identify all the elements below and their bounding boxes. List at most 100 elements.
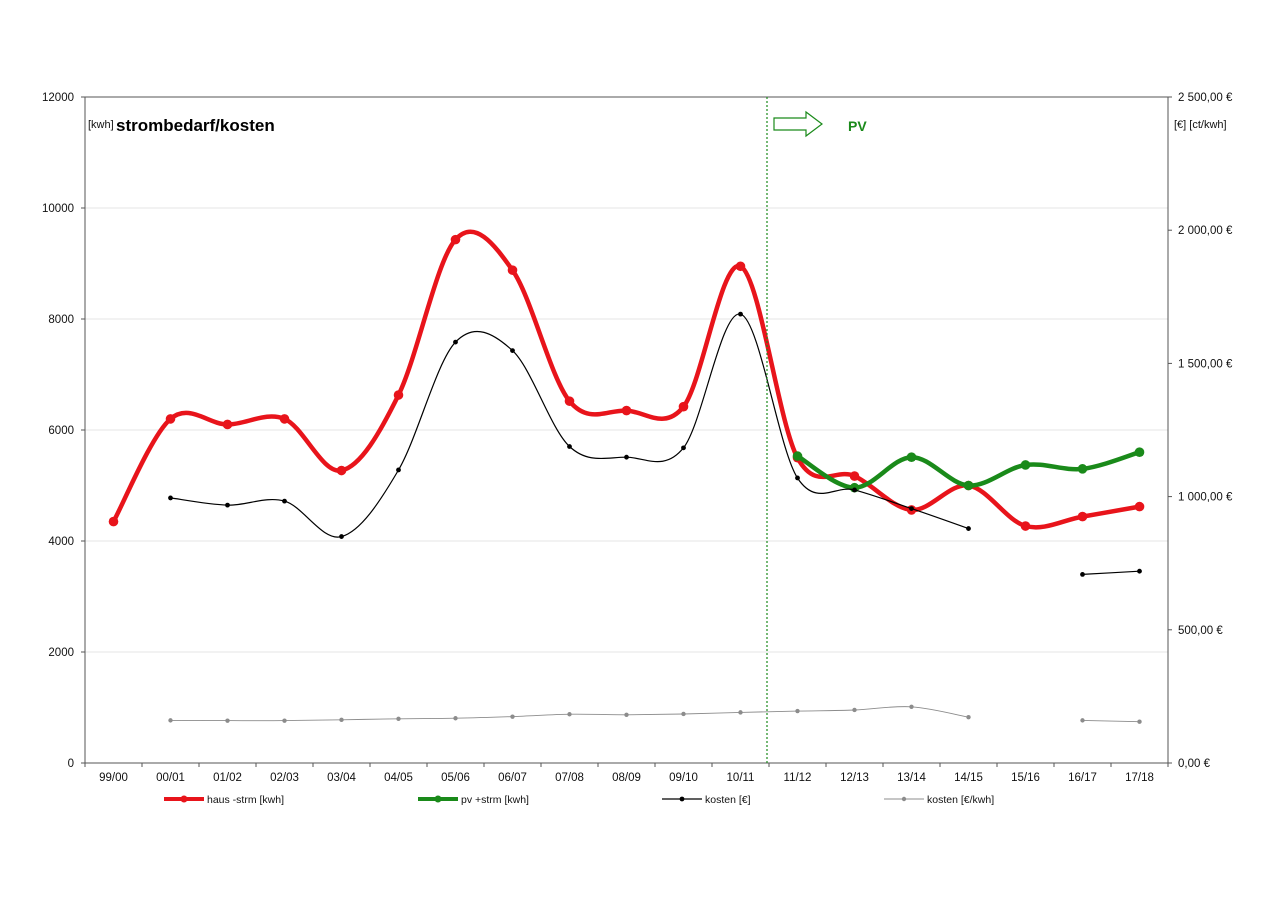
data-point (396, 467, 401, 473)
legend-label: haus -strm [kwh] (207, 794, 284, 806)
legend-label: pv +strm [kwh] (461, 794, 529, 806)
x-tick-label: 03/04 (327, 772, 356, 784)
data-point (168, 718, 173, 723)
data-point (624, 454, 629, 460)
x-tick-label: 04/05 (384, 772, 413, 784)
pv-arrow-icon (773, 110, 823, 138)
right-tick-label: 0,00 € (1178, 758, 1211, 770)
data-point (507, 265, 518, 275)
data-point (453, 716, 458, 721)
series-0 (108, 229, 1145, 531)
right-tick-label: 2 500,00 € (1178, 92, 1233, 104)
data-point (621, 405, 632, 416)
data-point (1134, 447, 1145, 458)
legend-swatch-marker (180, 795, 188, 803)
data-point (1077, 511, 1088, 522)
data-point (336, 465, 347, 476)
left-tick-label: 2000 (48, 647, 74, 659)
legend-swatch-marker (434, 795, 442, 803)
right-tick-label: 500,00 € (1178, 625, 1223, 637)
data-point (1137, 568, 1142, 574)
x-tick-label: 00/01 (156, 772, 185, 784)
legend-item: haus -strm [kwh] (164, 794, 284, 806)
left-tick-label: 8000 (48, 314, 74, 326)
x-tick-label: 17/18 (1125, 772, 1154, 784)
data-point (225, 718, 230, 723)
right-tick-label: 1 000,00 € (1178, 492, 1233, 504)
x-tick-label: 07/08 (555, 772, 584, 784)
series-line (1082, 719, 1140, 723)
data-point (282, 718, 287, 723)
x-tick-label: 05/06 (441, 772, 470, 784)
x-tick-label: 14/15 (954, 772, 983, 784)
x-tick-label: 06/07 (498, 772, 527, 784)
data-point (681, 445, 686, 451)
gridlines (85, 207, 1168, 653)
left-axis-unit: [kwh] (88, 119, 114, 131)
data-point (282, 498, 287, 504)
right-tick-label: 1 500,00 € (1178, 358, 1233, 370)
legend-swatch-marker (901, 796, 907, 802)
left-tick-label: 4000 (48, 536, 74, 548)
data-point (738, 311, 743, 317)
data-point (396, 716, 401, 721)
right-tick-label: 2 000,00 € (1178, 225, 1233, 237)
data-point (966, 526, 971, 531)
left-tick-label: 12000 (42, 92, 74, 104)
x-tick-label: 15/16 (1011, 772, 1040, 784)
data-point (624, 712, 629, 717)
data-point (738, 710, 743, 715)
data-point (279, 414, 290, 424)
data-point (567, 712, 572, 717)
data-point (225, 502, 230, 508)
series-1 (792, 447, 1145, 493)
data-point (165, 414, 176, 424)
x-tick-label: 09/10 (669, 772, 698, 784)
data-point (735, 261, 746, 272)
data-point (1137, 719, 1142, 724)
data-point (852, 487, 857, 493)
data-point (963, 480, 974, 491)
legend-swatch-marker (679, 796, 685, 802)
legend: haus -strm [kwh] pv +strm [kwh] kosten [€]… (164, 794, 994, 806)
data-point (510, 348, 515, 354)
data-point (1020, 460, 1031, 470)
legend-item: pv +strm [kwh] (418, 794, 529, 806)
pv-annotation: PV (848, 118, 867, 134)
series-line (1081, 570, 1141, 575)
data-point (1080, 571, 1085, 577)
x-tick-label: 01/02 (213, 772, 242, 784)
data-point (849, 471, 860, 481)
x-tick-label: 08/09 (612, 772, 641, 784)
data-point (453, 339, 458, 345)
x-tick-label: 12/13 (840, 772, 869, 784)
x-tick-label: 10/11 (727, 772, 755, 784)
series-2 (168, 311, 1142, 577)
series (108, 229, 1145, 724)
data-point (795, 475, 800, 481)
chart-title: strombedarf/kosten (116, 116, 275, 135)
data-point (1020, 521, 1031, 531)
data-point (909, 506, 914, 511)
data-point (564, 396, 575, 406)
x-tick-label: 13/14 (897, 772, 926, 784)
legend-label: kosten [€/kwh] (927, 794, 994, 806)
data-point (795, 708, 800, 714)
x-tick-label: 02/03 (270, 772, 299, 784)
data-point (1077, 464, 1088, 474)
data-point (1080, 718, 1085, 723)
x-tick-label: 99/00 (99, 772, 128, 784)
series-3 (168, 704, 1142, 724)
data-point (906, 452, 917, 462)
x-tick-label: 16/17 (1068, 772, 1097, 784)
legend-item: kosten [€] (662, 794, 751, 806)
data-point (222, 419, 233, 430)
right-axis-unit: [€] [ct/kwh] (1174, 119, 1227, 131)
data-point (393, 390, 404, 400)
data-point (1134, 501, 1145, 512)
data-point (450, 234, 461, 245)
left-tick-label: 10000 (42, 203, 74, 215)
legend-label: kosten [€] (705, 794, 751, 806)
data-point (852, 707, 857, 713)
